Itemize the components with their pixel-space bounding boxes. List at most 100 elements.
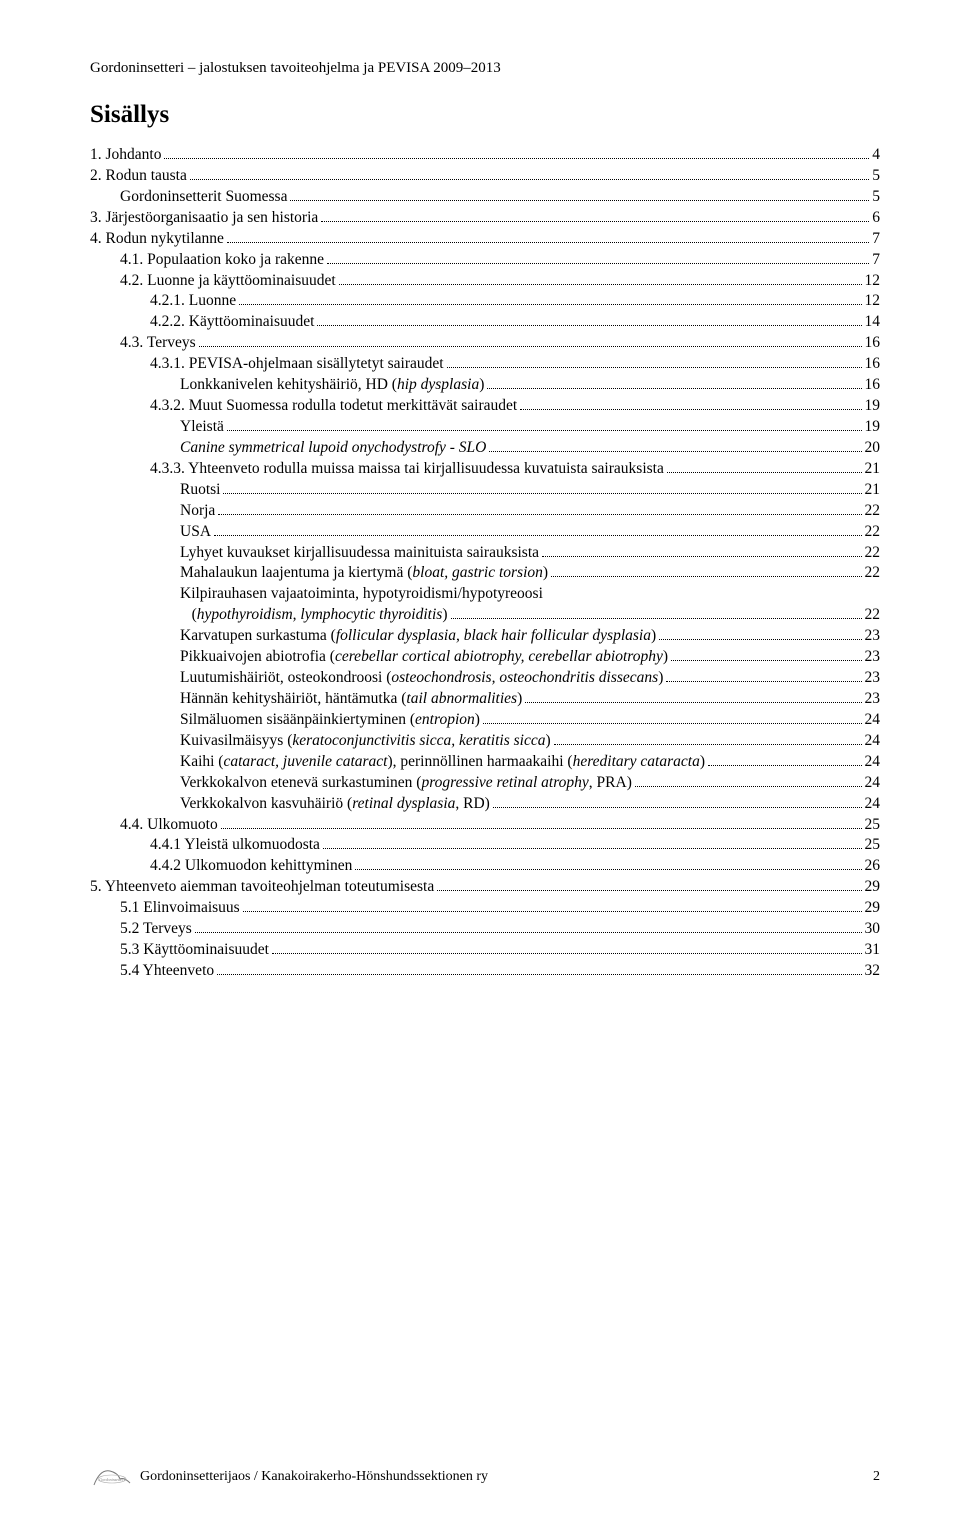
toc-label: Gordoninsetterit Suomessa [120, 187, 287, 208]
toc-label: 5. Yhteenveto aiemman tavoiteohjelman to… [90, 877, 434, 898]
toc-page-number: 21 [865, 459, 881, 480]
toc-entry: 5.2 Terveys30 [90, 919, 880, 940]
toc-entry: 3. Järjestöorganisaatio ja sen historia 6 [90, 208, 880, 229]
toc-label: 5.4 Yhteenveto [120, 961, 214, 982]
toc-leader-dots [542, 556, 861, 557]
toc-entry: 5.3 Käyttöominaisuudet31 [90, 940, 880, 961]
toc-entry: 4.3.3. Yhteenveto rodulla muissa maissa … [90, 459, 880, 480]
toc-page-number: 23 [865, 689, 881, 710]
toc-label: Verkkokalvon etenevä surkastuminen (prog… [180, 773, 632, 794]
toc-entry: 4.3.2. Muut Suomessa rodulla todetut mer… [90, 396, 880, 417]
toc-page-number: 24 [865, 752, 881, 773]
toc-leader-dots [339, 284, 862, 285]
toc-label: 4.4. Ulkomuoto [120, 815, 218, 836]
toc-page-number: 22 [865, 522, 881, 543]
toc-leader-dots [190, 179, 869, 180]
toc-page-number: 31 [865, 940, 881, 961]
toc-page-number: 20 [865, 438, 881, 459]
toc-leader-dots [223, 493, 861, 494]
toc-leader-dots [447, 367, 862, 368]
toc-label: 4.3. Terveys [120, 333, 196, 354]
toc-page-number: 23 [865, 647, 881, 668]
logo-text: Gordoninsetteri [99, 1477, 124, 1482]
toc-leader-dots [551, 576, 861, 577]
toc-leader-dots [321, 221, 869, 222]
toc-entry: 4.4. Ulkomuoto 25 [90, 815, 880, 836]
toc-leader-dots [451, 618, 862, 619]
toc-label: Hännän kehityshäiriöt, häntämutka (tail … [180, 689, 522, 710]
toc-entry: 4.2.1. Luonne12 [90, 291, 880, 312]
toc-page-number: 5 [872, 166, 880, 187]
toc-label: Norja [180, 501, 215, 522]
toc-label: 4.1. Populaation koko ja rakenne [120, 250, 324, 271]
toc-page-number: 29 [865, 898, 881, 919]
toc-leader-dots [671, 660, 861, 661]
toc-leader-dots [199, 346, 862, 347]
toc-page-number: 7 [872, 250, 880, 271]
toc-leader-dots [667, 472, 862, 473]
toc-page-number: 32 [865, 961, 881, 982]
toc-leader-dots [659, 639, 861, 640]
toc-entry: Yleistä19 [90, 417, 880, 438]
toc-page-number: 7 [872, 229, 880, 250]
toc-label: Ruotsi [180, 480, 220, 501]
toc-entry: Norja22 [90, 501, 880, 522]
toc-label: Luutumishäiriöt, osteokondroosi (osteoch… [180, 668, 663, 689]
toc-label: Kaihi (cataract, juvenile cataract), per… [180, 752, 705, 773]
toc-label: 4. Rodun nykytilanne [90, 229, 224, 250]
toc-leader-dots [525, 702, 861, 703]
toc-leader-dots [323, 848, 862, 849]
toc-entry: 4. Rodun nykytilanne 7 [90, 229, 880, 250]
toc-entry: Kilpirauhasen vajaatoiminta, hypotyroidi… [90, 584, 880, 626]
toc-label: Pikkuaivojen abiotrofia (cerebellar cort… [180, 647, 668, 668]
toc-label: Mahalaukun laajentuma ja kiertymä (bloat… [180, 563, 548, 584]
toc-leader-dots [227, 242, 869, 243]
toc-leader-dots [214, 535, 861, 536]
toc-entry: Lonkkanivelen kehityshäiriö, HD (hip dys… [90, 375, 880, 396]
toc-page-number: 24 [865, 773, 881, 794]
toc-entry: 5.4 Yhteenveto 32 [90, 961, 880, 982]
toc-entry: Gordoninsetterit Suomessa 5 [90, 187, 880, 208]
toc-leader-dots [218, 514, 861, 515]
toc-label: 4.3.2. Muut Suomessa rodulla todetut mer… [150, 396, 517, 417]
toc-label: Yleistä [180, 417, 224, 438]
toc-entry: 4.2.2. Käyttöominaisuudet14 [90, 312, 880, 333]
toc-leader-dots [217, 974, 861, 975]
toc-page-number: 6 [872, 208, 880, 229]
toc-page-number: 26 [865, 856, 881, 877]
toc-page-number: 25 [865, 815, 881, 836]
toc-label: 1. Johdanto [90, 145, 161, 166]
toc-label: 2. Rodun tausta [90, 166, 187, 187]
toc-label: Lonkkanivelen kehityshäiriö, HD (hip dys… [180, 375, 484, 396]
toc-leader-dots [195, 932, 862, 933]
toc-page-number: 16 [865, 333, 881, 354]
toc-label: Lyhyet kuvaukset kirjallisuudessa mainit… [180, 543, 539, 564]
toc-label: 4.2. Luonne ja käyttöominaisuudet [120, 271, 336, 292]
toc-label: Canine symmetrical lupoid onychodystrofy… [180, 438, 486, 459]
toc-leader-dots [554, 744, 862, 745]
toc-label: Kuivasilmäisyys (keratoconjunctivitis si… [180, 731, 551, 752]
toc-entry: Kaihi (cataract, juvenile cataract), per… [90, 752, 880, 773]
toc-page-number: 22 [865, 563, 881, 584]
toc-page-number: 24 [865, 794, 881, 815]
toc-leader-dots [227, 430, 862, 431]
footer: Gordoninsetteri Gordoninsetterijaos / Ka… [90, 1463, 880, 1491]
toc-page-number: 5 [872, 187, 880, 208]
toc-leader-dots [317, 325, 861, 326]
toc-entry: 4.2. Luonne ja käyttöominaisuudet12 [90, 271, 880, 292]
toc-entry: 4.3.1. PEVISA-ohjelmaan sisällytetyt sai… [90, 354, 880, 375]
toc-page-number: 16 [865, 375, 881, 396]
toc-entry: Silmäluomen sisäänpäinkiertyminen (entro… [90, 710, 880, 731]
document-page: Gordoninsetteri – jalostuksen tavoiteohj… [0, 0, 960, 1521]
toc-entry: 1. Johdanto 4 [90, 145, 880, 166]
toc-entry: Pikkuaivojen abiotrofia (cerebellar cort… [90, 647, 880, 668]
toc-leader-dots [239, 304, 861, 305]
toc-label: 4.3.1. PEVISA-ohjelmaan sisällytetyt sai… [150, 354, 444, 375]
toc-page-number: 14 [865, 312, 881, 333]
toc-label: 3. Järjestöorganisaatio ja sen historia [90, 208, 318, 229]
toc-leader-dots [290, 200, 869, 201]
toc-page-number: 4 [872, 145, 880, 166]
page-title: Sisällys [90, 101, 880, 129]
toc-entry: 4.4.2 Ulkomuodon kehittyminen26 [90, 856, 880, 877]
toc-leader-dots [487, 388, 861, 389]
